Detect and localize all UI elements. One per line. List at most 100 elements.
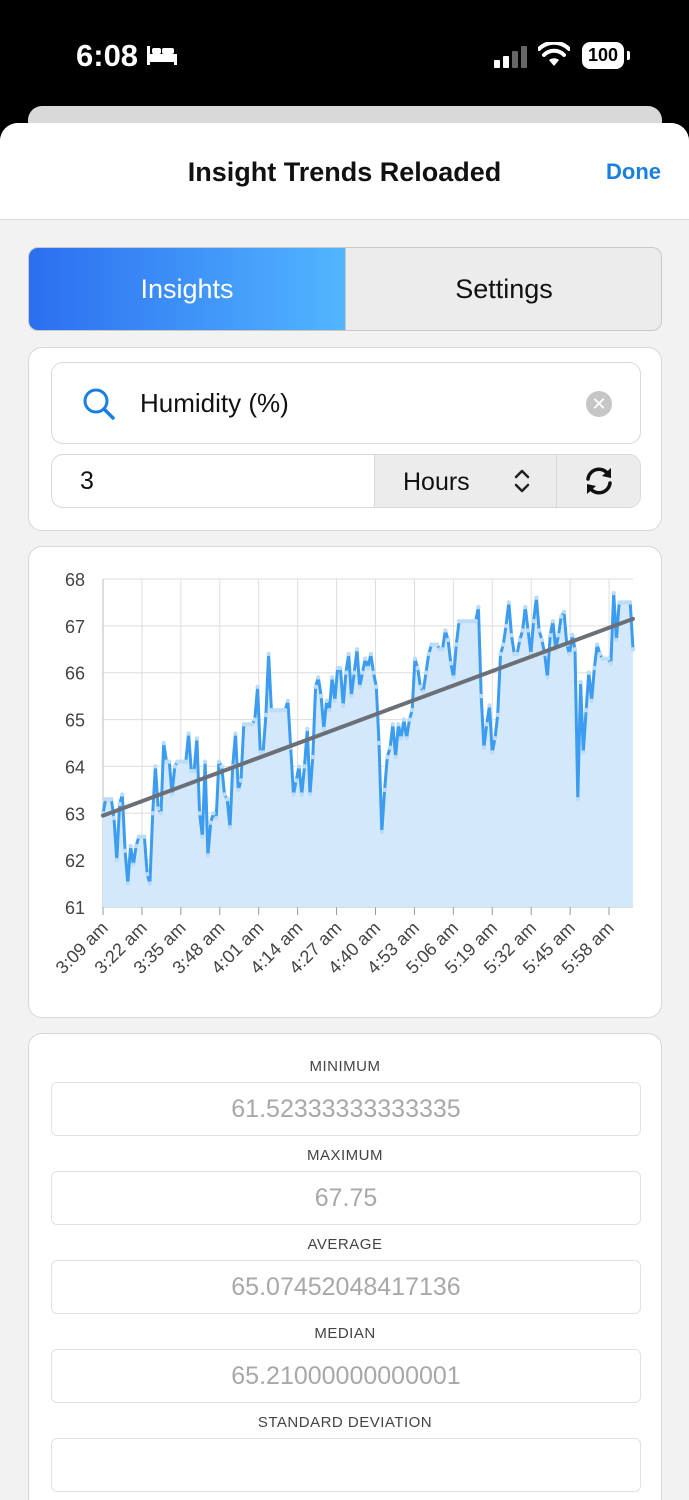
chevron-up-down-icon <box>514 469 530 493</box>
data-point <box>586 670 591 675</box>
median-value: 65.21000000000001 <box>51 1349 641 1403</box>
y-tick-label: 68 <box>65 570 85 590</box>
data-point <box>169 792 175 797</box>
data-point <box>520 628 525 633</box>
data-point <box>360 670 365 675</box>
data-point <box>266 651 271 657</box>
data-point <box>200 834 205 839</box>
data-point <box>583 708 589 713</box>
data-point <box>561 609 567 614</box>
data-point <box>357 684 362 689</box>
data-point <box>506 600 511 605</box>
metric-search-field[interactable]: Humidity (%) ✕ <box>51 362 641 444</box>
data-point <box>448 661 453 666</box>
data-point <box>296 764 302 769</box>
data-point <box>550 619 556 624</box>
data-point <box>498 651 503 657</box>
nav-bar: Insight Trends Reloaded Done <box>0 123 689 220</box>
data-point <box>374 684 379 689</box>
refresh-icon <box>586 467 612 495</box>
data-point <box>412 656 418 661</box>
metric-query-text: Humidity (%) <box>140 388 289 418</box>
done-button[interactable]: Done <box>606 159 661 184</box>
data-point <box>120 792 125 797</box>
data-point <box>376 740 382 746</box>
data-point <box>401 717 407 722</box>
tab-settings[interactable]: Settings <box>345 248 661 330</box>
data-point <box>183 759 188 764</box>
data-point <box>255 684 260 689</box>
data-point <box>445 637 451 643</box>
data-point <box>523 604 528 610</box>
data-point <box>423 670 429 675</box>
data-point <box>608 661 614 666</box>
y-tick-label: 61 <box>65 898 85 918</box>
median-label: MEDIAN <box>314 1325 376 1342</box>
data-point <box>451 675 456 680</box>
data-point <box>421 689 426 694</box>
data-point <box>567 651 572 657</box>
data-point <box>628 600 633 605</box>
y-tick-label: 67 <box>65 617 85 637</box>
maximum-label: MAXIMUM <box>307 1147 383 1164</box>
data-point <box>536 628 542 633</box>
duration-row: 3 Hours <box>51 454 641 508</box>
data-point <box>410 708 415 713</box>
data-point <box>368 651 373 657</box>
data-point <box>131 862 136 867</box>
refresh-button[interactable] <box>556 455 640 507</box>
data-point <box>352 670 357 675</box>
data-point <box>283 708 288 713</box>
data-point <box>338 665 343 671</box>
data-point <box>597 651 603 657</box>
data-point <box>487 703 492 708</box>
data-point <box>393 754 398 760</box>
data-point <box>294 778 299 783</box>
data-point <box>291 792 296 797</box>
data-point <box>501 642 506 647</box>
data-point <box>443 628 448 633</box>
data-point <box>481 745 487 750</box>
data-point <box>307 792 313 797</box>
duration-value-input[interactable]: 3 <box>80 467 94 495</box>
data-point <box>492 736 498 741</box>
data-point <box>191 768 197 774</box>
data-point <box>559 614 564 619</box>
data-point <box>329 675 335 680</box>
data-point <box>122 848 128 853</box>
data-point <box>382 787 387 793</box>
duration-unit-select[interactable]: Hours <box>374 455 557 507</box>
data-point <box>581 750 586 755</box>
data-point <box>379 829 384 835</box>
data-point <box>479 693 484 699</box>
maximum-value: 67.75 <box>51 1171 641 1225</box>
clear-icon[interactable]: ✕ <box>586 391 612 417</box>
data-point <box>454 642 459 647</box>
data-point <box>208 820 213 825</box>
data-point <box>263 712 269 718</box>
y-tick-label: 63 <box>65 804 85 824</box>
data-point <box>495 712 500 718</box>
data-point <box>371 670 376 675</box>
minimum-label: MINIMUM <box>309 1058 381 1075</box>
page-title: Insight Trends Reloaded <box>187 157 502 187</box>
y-tick-label: 65 <box>65 711 85 731</box>
data-point <box>387 745 393 750</box>
bed-icon <box>147 46 177 65</box>
data-point <box>404 736 409 741</box>
data-point <box>476 604 481 610</box>
data-point <box>222 792 227 797</box>
data-point <box>158 811 164 816</box>
data-point <box>324 698 329 703</box>
data-point <box>125 881 130 886</box>
data-point <box>327 708 332 713</box>
battery-icon: 100 <box>582 42 630 69</box>
data-point <box>153 764 158 769</box>
tab-insights[interactable]: Insights <box>29 248 345 330</box>
data-point <box>341 703 346 708</box>
data-point <box>578 679 583 685</box>
data-point <box>539 637 545 643</box>
data-point <box>260 750 266 755</box>
data-point <box>316 675 321 680</box>
